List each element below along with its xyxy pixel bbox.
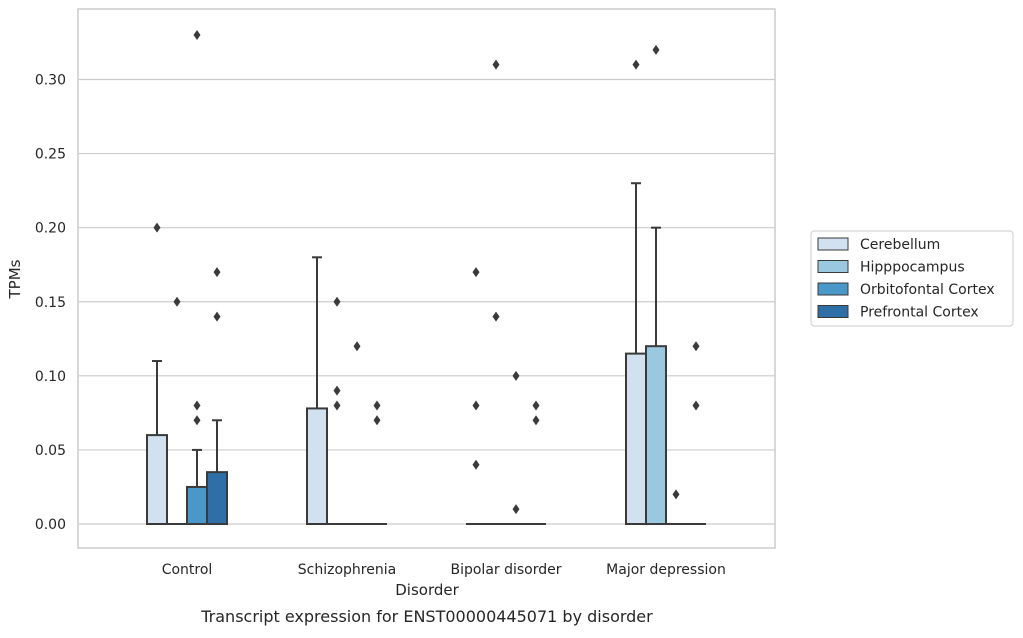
outlier-point [652,44,660,55]
box [167,296,187,525]
outlier-point [512,370,520,381]
legend-label: Orbitofontal Cortex [860,282,995,298]
outlier-point [213,311,221,322]
outlier-point [632,59,640,70]
y-tick-label: 0.15 [35,295,66,311]
box-body [146,434,168,526]
box-body [206,471,228,525]
x-tick-label: Control [162,562,213,578]
legend-swatch [817,305,849,318]
box [146,222,168,526]
box [347,341,367,525]
box [645,44,667,526]
box [466,267,486,525]
box [327,296,347,525]
outlier-point [333,296,341,307]
outlier-point [472,459,480,470]
box-body [625,352,647,525]
legend-item: Cerebellum [817,237,940,253]
legend-box [810,230,1014,327]
legend-swatch [817,237,849,251]
y-tick-label: 0.20 [35,221,66,237]
box-body [186,485,208,526]
box [186,30,208,526]
y-tick-label: 0.25 [35,147,66,163]
outlier-point [373,415,381,426]
legend-swatch [817,282,849,296]
x-tick-label: Bipolar disorder [450,562,561,578]
y-axis-label: TPMs [6,259,24,299]
chart-caption: Transcript expression for ENST0000044507… [200,607,653,626]
legend-item: Prefrontal Cortex [817,305,979,321]
series-hipppocampus [167,44,667,526]
legend-swatch [817,260,849,273]
box-body [645,345,667,526]
outlier-point [532,415,540,426]
outlier-point [512,504,520,515]
plot-frame [77,8,776,549]
outlier-point [353,341,361,352]
outlier-point [672,489,680,500]
outlier-point [692,341,700,352]
box [625,59,647,525]
outlier-point [692,400,700,411]
outlier-point [333,400,341,411]
legend-label: Cerebellum [860,237,940,253]
series-cerebellum [146,59,647,526]
outlier-point [373,400,381,411]
outlier-point [472,400,480,411]
y-tick-label: 0.30 [35,73,66,89]
box [506,370,526,525]
outlier-point [492,59,500,70]
y-gridlines [78,78,775,525]
outlier-point [492,311,500,322]
y-tick-label: 0.00 [35,517,66,533]
outlier-point [193,400,201,411]
x-tick-labels: Control Schizophrenia Bipolar disorder Majo… [162,562,726,578]
y-tick-label: 0.10 [35,369,66,385]
outlier-point [193,415,201,426]
box [486,59,506,525]
x-tick-label: Schizophrenia [298,562,396,578]
box [526,400,546,525]
legend-label: Hipppocampus [860,260,965,276]
outlier-point [153,222,161,233]
box-series [146,30,706,526]
legend-label: Prefrontal Cortex [860,305,979,321]
x-tick-label: Major depression [606,562,726,578]
series-prefrontal-cortex [206,267,706,525]
y-tick-labels: 0.00 0.05 0.10 0.15 0.20 0.25 0.30 [35,73,66,534]
outlier-point [333,385,341,396]
legend-item: Orbitofontal Cortex [817,282,995,298]
box [686,341,706,525]
box [666,489,686,525]
outlier-point [472,267,480,278]
box-body [306,407,328,525]
outlier-point [213,267,221,278]
x-axis-label: Disorder [395,581,459,599]
outlier-point [173,296,181,307]
plot-border [77,8,776,549]
legend: Cerebellum Hipppocampus Orbitofontal Corte… [810,230,1014,327]
box [206,267,228,525]
legend-item: Hipppocampus [817,260,965,276]
outlier-point [532,400,540,411]
series-orbitofontal-cortex [186,30,686,526]
box [367,400,387,525]
outlier-point [193,30,201,41]
y-tick-label: 0.05 [35,443,66,459]
box [306,256,328,525]
